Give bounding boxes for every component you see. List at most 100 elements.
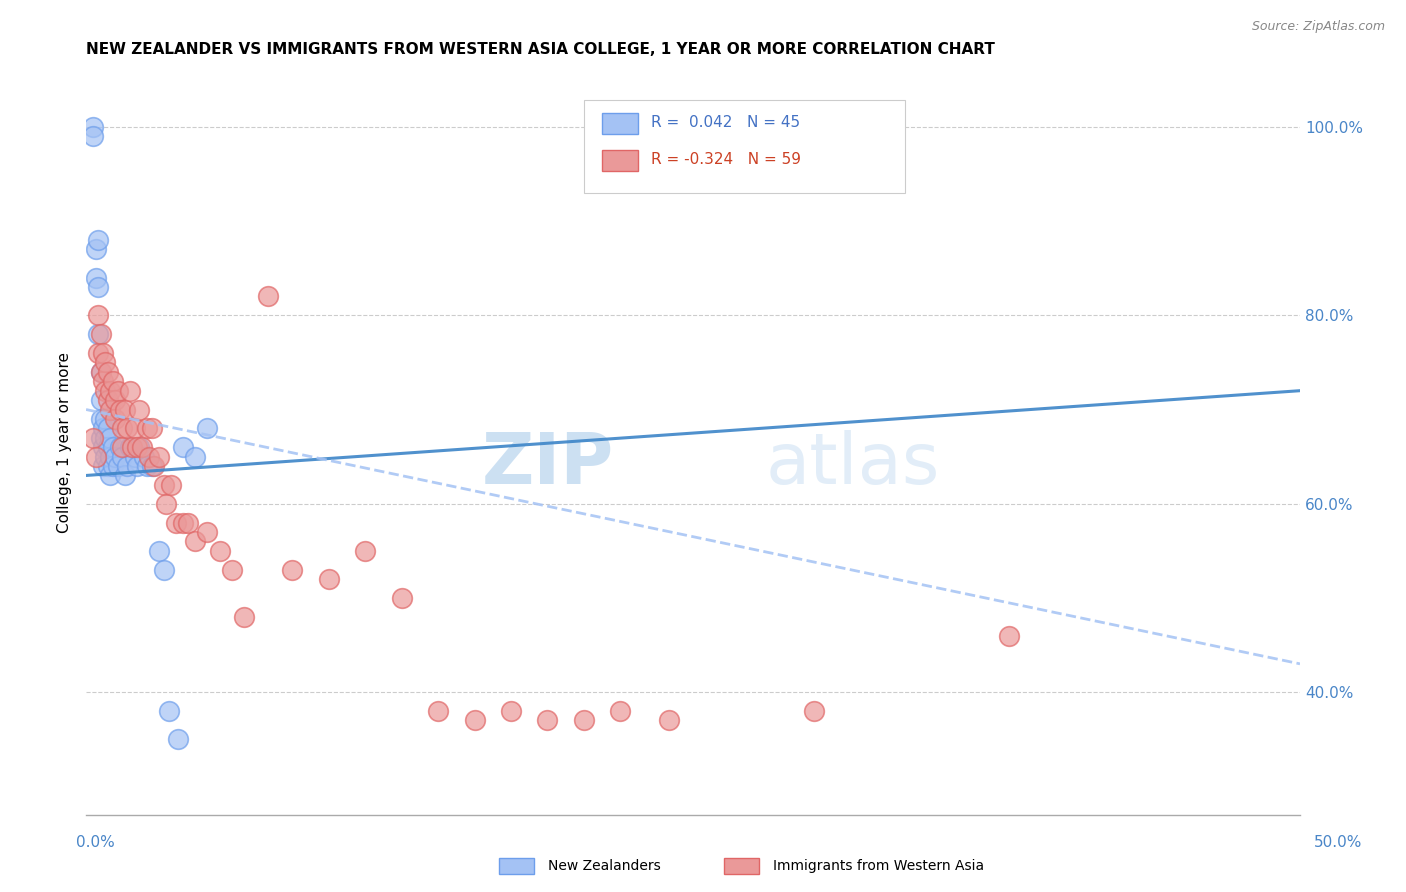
Bar [602,150,638,171]
Point [82,431,104,445]
Point [391,591,413,605]
Point [104,393,127,408]
Point [148,450,170,464]
Point [997,629,1019,643]
Point [91,458,114,473]
Point [107,384,129,398]
Point [536,714,558,728]
Point [177,516,200,530]
Point [128,402,150,417]
Point [572,714,595,728]
Point [131,440,153,454]
Text: ZIP: ZIP [482,430,614,500]
Text: Immigrants from Western Asia: Immigrants from Western Asia [773,859,984,873]
Point [98,431,121,445]
Point [464,714,486,728]
Point [97,393,120,408]
Text: R = -0.324   N = 59: R = -0.324 N = 59 [651,153,800,167]
Point [117,421,139,435]
Point [108,402,131,417]
Point [111,450,134,464]
Point [84,243,107,257]
Point [117,458,139,473]
Point [90,412,112,426]
Point [318,572,340,586]
Point [143,458,166,473]
Point [121,440,143,454]
Point [97,365,120,379]
Point [232,609,254,624]
Point [141,458,163,473]
Text: R =  0.042   N = 45: R = 0.042 N = 45 [651,115,800,130]
FancyBboxPatch shape [583,100,905,194]
Point [87,327,110,342]
Point [82,120,104,134]
Point [101,440,124,454]
Point [118,440,141,454]
Point [94,450,117,464]
Point [184,450,207,464]
Point [87,280,110,294]
Point [125,458,148,473]
Point [499,704,522,718]
Point [221,563,243,577]
Point [135,458,157,473]
Point [94,355,117,369]
Point [208,544,231,558]
Point [114,402,136,417]
Text: NEW ZEALANDER VS IMMIGRANTS FROM WESTERN ASIA COLLEGE, 1 YEAR OR MORE CORRELATIO: NEW ZEALANDER VS IMMIGRANTS FROM WESTERN… [86,42,995,57]
Text: 50.0%: 50.0% [1315,836,1362,850]
Point [104,450,127,464]
Point [91,440,114,454]
Point [98,402,121,417]
Point [155,497,177,511]
Point [134,450,156,464]
Point [101,374,124,388]
Point [141,421,163,435]
Point [138,450,160,464]
Point [184,534,207,549]
Point [172,516,194,530]
Point [427,704,450,718]
Point [157,704,180,718]
Point [98,450,121,464]
Point [90,327,112,342]
Point [84,270,107,285]
Point [97,421,120,435]
Point [167,732,190,747]
Point [118,384,141,398]
Point [135,421,157,435]
Point [97,458,120,473]
Point [97,440,120,454]
Text: New Zealanders: New Zealanders [548,859,661,873]
Point [609,704,631,718]
Point [124,421,146,435]
Point [107,458,129,473]
Point [98,384,121,398]
Point [98,468,121,483]
Point [124,450,146,464]
Point [90,365,112,379]
Bar [602,113,638,134]
Point [165,516,187,530]
Point [94,412,117,426]
Point [197,524,219,539]
Point [90,431,112,445]
Point [148,544,170,558]
Text: atlas: atlas [766,430,941,500]
Point [111,421,134,435]
Point [91,346,114,360]
Point [197,421,219,435]
Point [257,289,280,303]
Point [87,233,110,247]
Point [160,478,183,492]
Point [125,440,148,454]
Point [101,458,124,473]
Point [87,309,110,323]
Point [152,563,174,577]
Point [82,129,104,144]
Point [128,440,150,454]
Point [114,468,136,483]
Point [354,544,377,558]
Point [94,431,117,445]
